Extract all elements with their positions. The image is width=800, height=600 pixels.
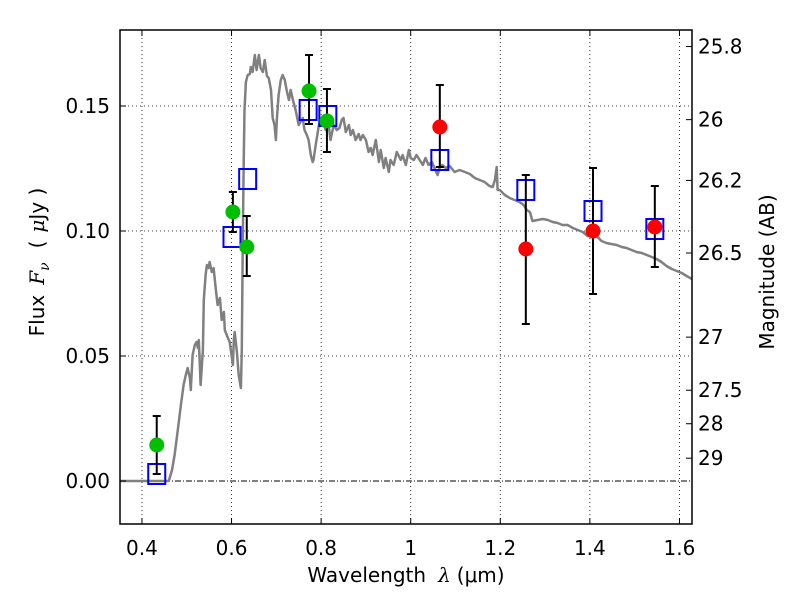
y2-tick-label: 27	[698, 325, 723, 349]
observed-nir-point	[432, 119, 448, 135]
x-tick-label: 0.8	[305, 536, 337, 560]
x-tick-label: 1.6	[664, 536, 696, 560]
observed-nir-point	[647, 219, 663, 235]
model-spectrum	[120, 53, 693, 483]
model-photometry-marker	[238, 168, 258, 190]
x-axis-label: Wavelength λ (μm)	[307, 563, 504, 587]
observed-optical-point	[301, 83, 317, 99]
data-points	[149, 83, 663, 453]
model-spectrum-layer	[120, 53, 693, 483]
y2-tick-label: 28	[698, 412, 723, 436]
y-tick-label: 0.05	[65, 344, 110, 368]
x-tick-label: 1.4	[574, 536, 606, 560]
observed-optical-point	[225, 204, 241, 220]
x-tick-label: 1	[404, 536, 417, 560]
y-tick-label: 0.15	[65, 94, 110, 118]
observed-optical-point	[149, 437, 165, 453]
y-tick-label: 0.00	[65, 469, 110, 493]
y2-tick-label: 25.8	[698, 35, 743, 59]
y2-tick-label: 26.5	[698, 241, 743, 265]
plot-frame	[119, 29, 693, 525]
x-tick-label: 0.6	[216, 536, 248, 560]
y2-tick-label: 29	[698, 446, 723, 470]
y2-tick-label: 26.2	[698, 168, 743, 192]
observed-optical-point	[319, 113, 335, 129]
y-axis-label: FluxFν(μJy )	[25, 188, 53, 337]
x-tick-label: 0.4	[126, 536, 158, 560]
observed-nir-point	[585, 223, 601, 239]
ticks: 0.4 0.6 0.8 1 1.2 1.4 1.6 0.00 0.05 0.10 0.15 25.8 2…	[65, 30, 743, 560]
observed-optical-point	[239, 239, 255, 255]
x-tick-label: 1.2	[484, 536, 516, 560]
model-photometry-layer	[147, 99, 665, 485]
observed-nir-point	[518, 241, 534, 257]
y2-axis-label: Magnitude (AB)	[755, 194, 779, 349]
y2-tick-label: 26	[698, 108, 723, 132]
y2-tick-label: 27.5	[698, 378, 743, 402]
errorbars	[152, 54, 659, 475]
y-tick-label: 0.10	[65, 219, 110, 243]
